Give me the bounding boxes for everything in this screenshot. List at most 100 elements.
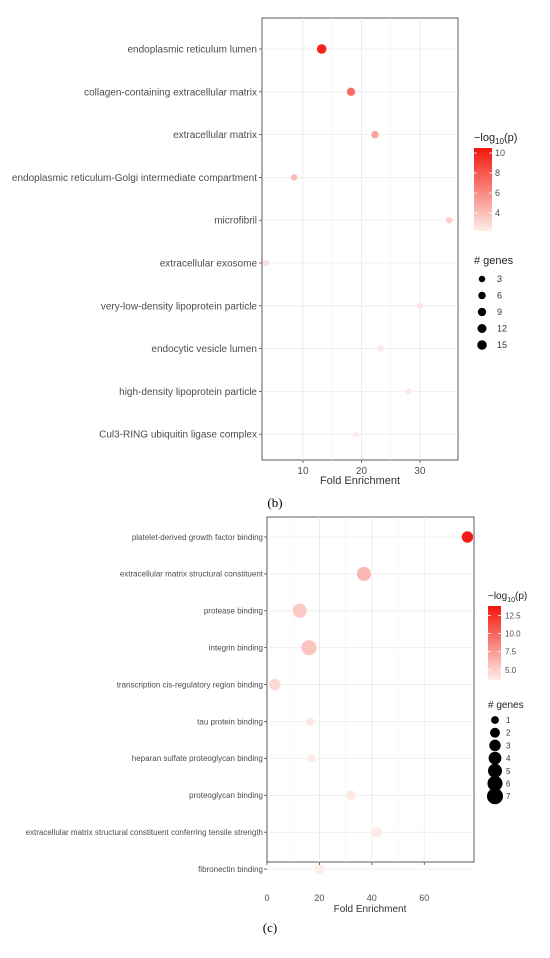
size-legend-marker	[487, 775, 503, 792]
panel-label-b: (b)	[267, 495, 282, 510]
color-legend-tick-label: 5.0	[505, 666, 517, 675]
y-tick-label: very-low-density lipoprotein particle	[101, 301, 258, 312]
y-tick-label: Cul3-RING ubiquitin ligase complex	[99, 430, 257, 441]
data-point	[405, 388, 412, 395]
data-point	[377, 345, 384, 352]
data-point	[372, 827, 382, 838]
data-point	[301, 640, 317, 656]
size-legend-label: 3	[506, 741, 511, 750]
y-tick-label: collagen-containing extracellular matrix	[84, 87, 257, 98]
color-bar-b	[474, 148, 492, 231]
y-tick-label: endoplasmic reticulum-Golgi intermediate…	[12, 173, 257, 184]
y-tick-label: proteoglycan binding	[189, 791, 263, 800]
color-legend-title-c: −log10(p)	[488, 591, 527, 604]
size-legend-marker	[477, 324, 487, 333]
data-points-b	[262, 44, 453, 438]
size-legend-label: 6	[497, 291, 502, 301]
data-point	[416, 302, 423, 309]
y-tick-label: heparan sulfate proteoglycan binding	[132, 754, 263, 763]
chart-panel-c: platelet-derived growth factor binding ex…	[26, 516, 527, 915]
x-axis-label-c: Fold Enrichment	[334, 904, 407, 915]
color-legend-title-b: −log10(p)	[474, 132, 517, 146]
color-legend-c: −log10(p) 5.0 7.5 10.0 12.5	[488, 591, 527, 680]
color-legend-b: −log10(p) 4 6 8 10	[474, 132, 517, 231]
x-tick-label: 30	[414, 466, 426, 477]
data-point	[290, 174, 298, 181]
y-tick-label: extracellular exosome	[160, 259, 258, 270]
color-legend-ticks-b: 4 6 8 10	[474, 148, 505, 218]
data-point	[352, 431, 359, 438]
plot-area-c	[266, 516, 475, 863]
data-point	[345, 790, 356, 801]
data-point	[371, 130, 379, 139]
y-tick-labels-b: endoplasmic reticulum lumen collagen-cont…	[12, 45, 262, 441]
size-legend-c: # genes 1 2 3 4 5 6 7	[486, 700, 524, 805]
size-legend-label: 7	[506, 792, 511, 801]
size-legend-title-b: # genes	[474, 255, 514, 267]
x-tick-label: 40	[367, 893, 377, 903]
size-legend-marker	[478, 275, 486, 283]
size-legend-marker	[477, 307, 487, 317]
size-legend-label: 12	[497, 324, 507, 334]
data-point	[262, 259, 270, 267]
y-tick-label: protease binding	[204, 607, 263, 616]
size-legend-title-c: # genes	[488, 700, 524, 711]
color-legend-tick-label: 4	[495, 208, 500, 218]
size-legend-marker	[488, 751, 502, 765]
x-axis-label-b: Fold Enrichment	[320, 475, 400, 487]
size-legend-label: 15	[497, 340, 507, 350]
x-tick-label: 0	[264, 893, 269, 903]
size-legend-label: 3	[497, 274, 502, 284]
y-tick-label: tau protein binding	[197, 717, 263, 726]
size-legend-marker	[478, 291, 486, 300]
plot-area-b	[261, 17, 459, 461]
color-legend-tick-label: 10.0	[505, 630, 521, 639]
y-tick-label: extracellular matrix	[173, 130, 257, 141]
data-point	[314, 864, 325, 875]
size-legend-marker	[490, 727, 500, 738]
x-tick-label: 20	[356, 466, 368, 477]
color-legend-tick-label: 8	[495, 168, 500, 178]
data-point	[292, 603, 307, 618]
size-legend-label: 1	[506, 716, 511, 725]
x-tick-label: 60	[419, 893, 429, 903]
y-tick-label: extracellular matrix structural constitu…	[26, 828, 263, 837]
x-tick-labels-c: 0 20 40 60	[264, 862, 429, 903]
size-legend-label: 2	[506, 729, 511, 738]
size-legend-marker	[489, 739, 501, 752]
data-point	[445, 216, 453, 224]
color-legend-tick-label: 7.5	[505, 648, 517, 657]
y-tick-label: platelet-derived growth factor binding	[132, 533, 263, 542]
data-point	[346, 87, 356, 96]
size-legend-label: 4	[506, 754, 511, 763]
x-tick-label: 10	[297, 466, 309, 477]
y-tick-labels-c: platelet-derived growth factor binding ex…	[26, 533, 267, 874]
size-legend-marker	[488, 763, 502, 778]
color-legend-tick-label: 12.5	[505, 611, 521, 620]
data-point	[316, 44, 327, 54]
y-tick-label: integrin binding	[209, 644, 263, 653]
y-tick-label: endocytic vesicle lumen	[151, 344, 257, 355]
y-tick-label: transcription cis-regulatory region bind…	[117, 680, 263, 689]
size-legend-label: 9	[497, 307, 502, 317]
color-legend-tick-label: 6	[495, 188, 500, 198]
x-tick-label: 20	[314, 893, 324, 903]
y-tick-label: extracellular matrix structural constitu…	[120, 570, 264, 579]
x-tick-labels-b: 10 20 30	[297, 460, 426, 477]
size-legend-label: 6	[506, 780, 511, 789]
color-bar-c	[488, 606, 501, 680]
data-point	[306, 717, 315, 726]
size-legend-b: # genes 3 6 9 12 15	[474, 255, 514, 350]
data-point	[307, 754, 316, 763]
size-legend-marker	[491, 716, 499, 724]
data-points-c	[269, 531, 474, 875]
size-legend-label: 5	[506, 767, 511, 776]
data-point	[461, 531, 474, 543]
color-legend-tick-label: 10	[495, 148, 505, 158]
size-legend-marker	[486, 788, 504, 805]
panel-label-c: (c)	[263, 920, 277, 935]
y-tick-label: microfibril	[214, 216, 257, 227]
chart-panel-b: endoplasmic reticulum lumen collagen-cont…	[12, 17, 517, 487]
color-legend-ticks-c: 5.0 7.5 10.0 12.5	[488, 611, 521, 675]
